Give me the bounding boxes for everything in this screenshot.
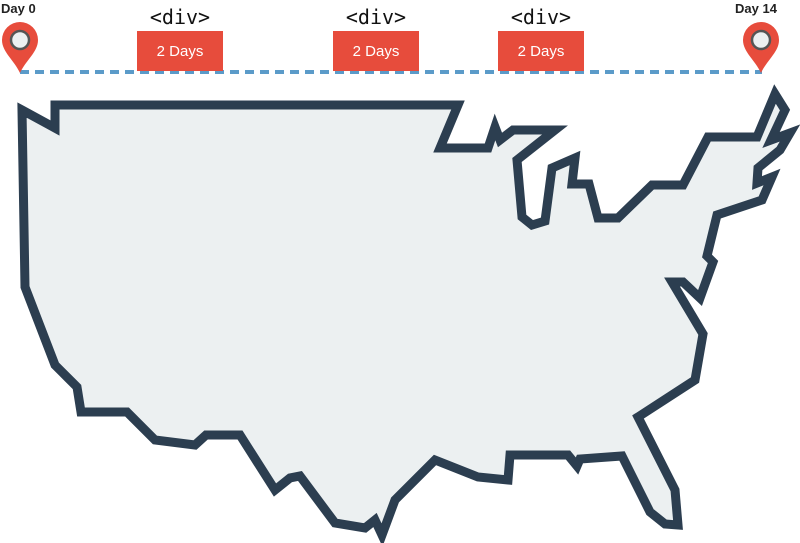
duration-box-1: 2 Days <box>137 31 223 71</box>
duration-box-2: 2 Days <box>333 31 419 71</box>
duration-box-3: 2 Days <box>498 31 584 71</box>
duration-label-2: 2 Days <box>352 42 400 60</box>
duration-label-3: 2 Days <box>517 42 565 60</box>
segment-tag-2: <div> <box>345 5 407 29</box>
duration-label-1: 2 Days <box>156 42 204 60</box>
us-map-shape <box>17 84 800 543</box>
map-pin-end-icon <box>743 22 779 73</box>
start-day-label: Day 0 <box>1 1 36 16</box>
end-day-label: Day 14 <box>735 1 777 16</box>
segment-tag-3: <div> <box>510 5 572 29</box>
map-pin-start-icon <box>2 22 38 73</box>
segment-tag-1: <div> <box>149 5 211 29</box>
